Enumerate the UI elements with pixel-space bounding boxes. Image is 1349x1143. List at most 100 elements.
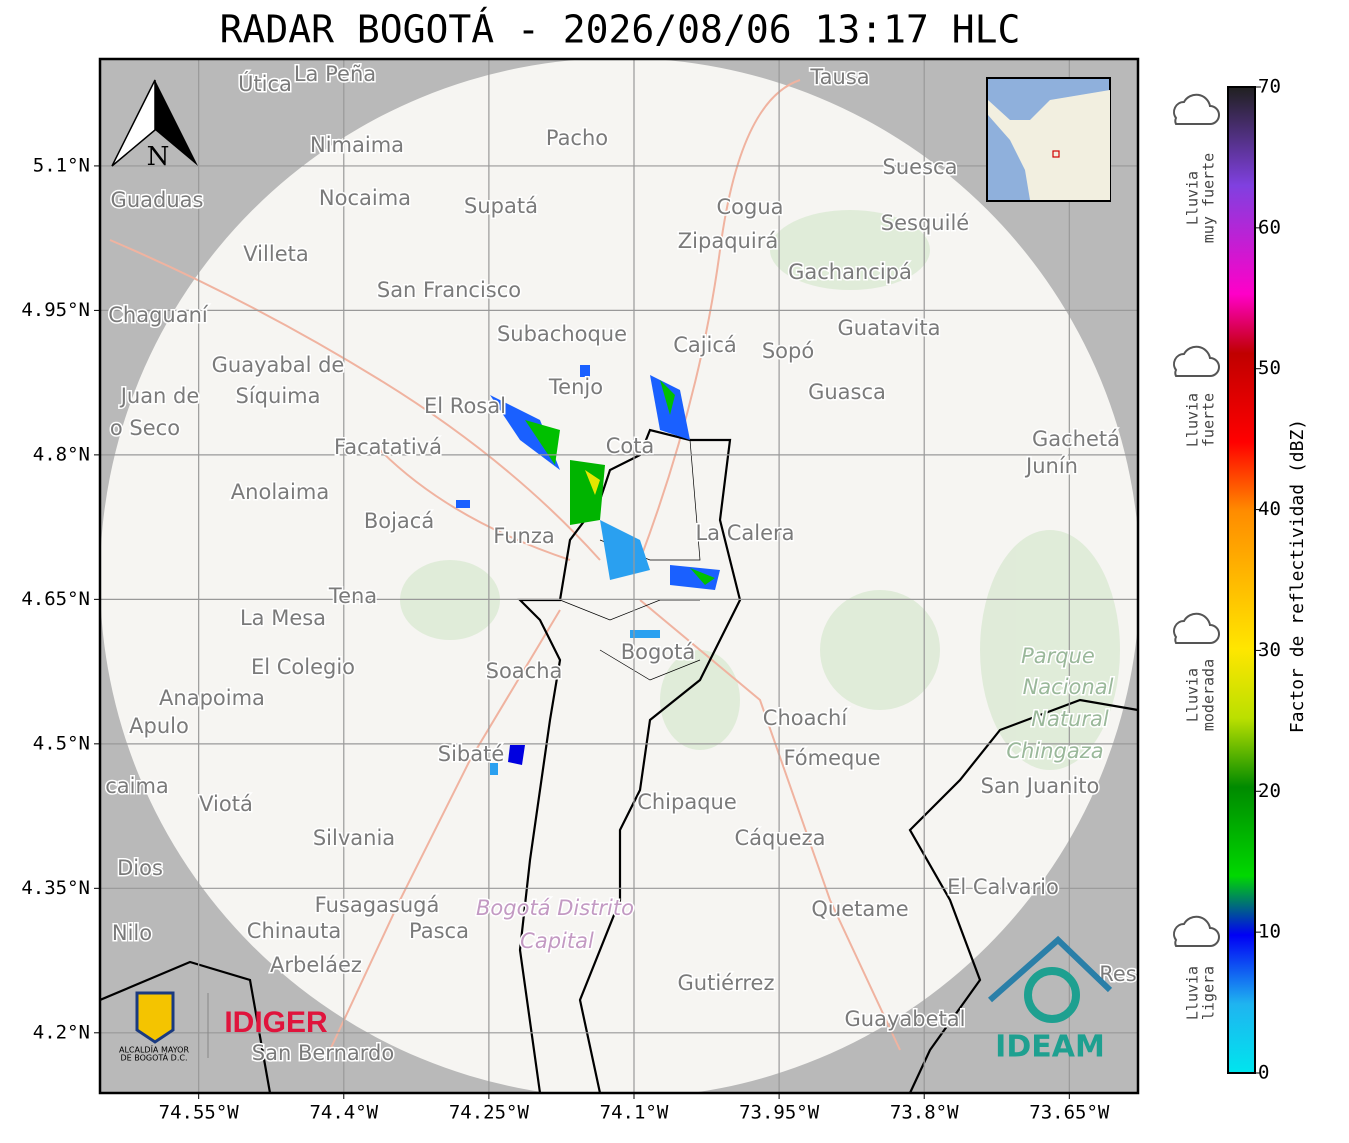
place-label: Cajicá <box>673 333 737 357</box>
y-tick-label: 5.1°N <box>33 154 90 176</box>
rain-label: Lluvia <box>1184 668 1202 722</box>
place-label: o Seco <box>110 416 180 440</box>
place-label: Anapoima <box>159 686 265 710</box>
place-label: Silvania <box>313 826 395 850</box>
place-label: San Bernardo <box>252 1041 394 1065</box>
rain-icon <box>1173 612 1220 644</box>
y-tick-label: 4.8°N <box>33 443 90 465</box>
colorbar-tick-label: 10 <box>1258 921 1281 943</box>
map: Útica La Peña Tausa Pacho Nimaima Suesca Guadu… <box>100 59 1138 1093</box>
district-label: Capital <box>520 929 594 953</box>
inset-land <box>988 90 1110 200</box>
place-label: Fómeque <box>783 746 880 770</box>
place-label: Junín <box>1024 454 1078 478</box>
ideam-swirl <box>1024 967 1080 1023</box>
logo-text: DE BOGOTÁ D.C. <box>120 1052 187 1063</box>
y-tick-label: 4.65°N <box>21 588 90 610</box>
rain-label: fuerte <box>1200 393 1218 447</box>
place-label: Sesquilé <box>881 211 969 235</box>
place-label: Guayabetal <box>845 1007 966 1031</box>
place-label: La Calera <box>695 521 794 545</box>
place-label: Tausa <box>809 65 869 89</box>
place-label: Bojacá <box>364 509 434 533</box>
terrain <box>400 210 1120 770</box>
place-label: Nocaima <box>319 186 411 210</box>
place-label: Fusagasugá <box>315 893 440 917</box>
place-label: San Francisco <box>377 278 521 302</box>
colorbar-tick-label: 60 <box>1258 216 1281 238</box>
colorbar-tick-label: 30 <box>1258 639 1281 661</box>
place-label: Chinauta <box>247 919 341 943</box>
rain-label: Lluvia <box>1184 393 1202 447</box>
place-label: Guayabal de <box>212 353 345 377</box>
rain-icon <box>1173 345 1220 377</box>
place-label: Útica <box>238 71 292 96</box>
rain-icon <box>1173 93 1220 125</box>
rain-label: Lluvia <box>1184 171 1202 225</box>
place-label: Pacho <box>546 126 608 150</box>
place-label: Viotá <box>199 792 253 816</box>
place-label: Suesca <box>883 155 958 179</box>
rain-icon <box>1173 915 1220 947</box>
place-label: Anolaima <box>231 480 329 504</box>
radar-echoes <box>456 365 720 775</box>
place-label: Chaguaní <box>108 303 209 327</box>
place-label: Sibaté <box>438 742 505 766</box>
x-tick-label: 74.4°W <box>309 1102 378 1124</box>
x-tick-label: 74.55°W <box>159 1102 240 1124</box>
place-label: Guasca <box>808 380 886 404</box>
park-label: Parque <box>1021 644 1095 668</box>
north-label: N <box>147 142 170 172</box>
colorbar-tick-label: 20 <box>1258 780 1281 802</box>
place-label: Choachí <box>763 706 849 730</box>
ideam-roof <box>988 935 1113 1003</box>
rain-label: muy fuerte <box>1200 153 1218 243</box>
district-label: Bogotá Distrito <box>476 896 634 920</box>
inset-extent <box>1052 150 1060 158</box>
place-label: Bogotá <box>621 640 696 664</box>
place-label: Villeta <box>243 242 308 266</box>
place-label: Subachoque <box>497 322 627 346</box>
map-frame <box>98 57 1140 1095</box>
place-label: Síquima <box>236 384 321 408</box>
place-label: Soacha <box>486 659 563 683</box>
place-label: Tenjo <box>548 375 603 399</box>
park-label: Chingaza <box>1006 739 1103 763</box>
y-tick-label: 4.5°N <box>33 732 90 754</box>
y-tick-label: 4.95°N <box>21 299 90 321</box>
place-label: Nimaima <box>310 133 404 157</box>
place-label: San Juanito <box>981 774 1100 798</box>
place-label: Nilo <box>112 921 152 945</box>
place-label: Sopó <box>762 339 814 363</box>
place-label: La Peña <box>294 62 376 86</box>
x-tick-label: 74.25°W <box>449 1102 530 1124</box>
place-label: Quetame <box>811 897 908 921</box>
x-tick-label: 73.65°W <box>1029 1102 1110 1124</box>
place-label: Zipaquirá <box>678 229 778 253</box>
place-label: El Calvario <box>947 875 1059 899</box>
place-label: Gachancipá <box>788 260 912 284</box>
rain-label: moderada <box>1200 659 1218 731</box>
colorbar-ticks: 0 10 20 30 40 50 60 70 <box>1255 76 1281 1084</box>
place-label: Apulo <box>129 714 189 738</box>
logo-text: ALCALDÍA MAYOR <box>119 1044 189 1055</box>
idiger-logo: IDIGER <box>224 1006 328 1039</box>
place-label: Gutiérrez <box>678 971 775 995</box>
place-label: Funza <box>493 524 554 548</box>
grid <box>100 59 1138 1093</box>
alcaldia-logo: ALCALDÍA MAYOR DE BOGOTÁ D.C. <box>119 991 189 1063</box>
x-tick-label: 73.95°W <box>739 1102 820 1124</box>
y-tick-label: 4.35°N <box>21 877 90 899</box>
axes: 74.55°W 74.4°W 74.25°W 74.1°W 73.95°W 73.8°W 7… <box>21 154 1110 1123</box>
place-label: Juan de <box>119 384 200 408</box>
boundaries <box>100 428 1138 1093</box>
colorbar <box>1227 86 1256 1074</box>
place-label: Pasca <box>409 919 469 943</box>
place-label: Chipaque <box>637 790 737 814</box>
